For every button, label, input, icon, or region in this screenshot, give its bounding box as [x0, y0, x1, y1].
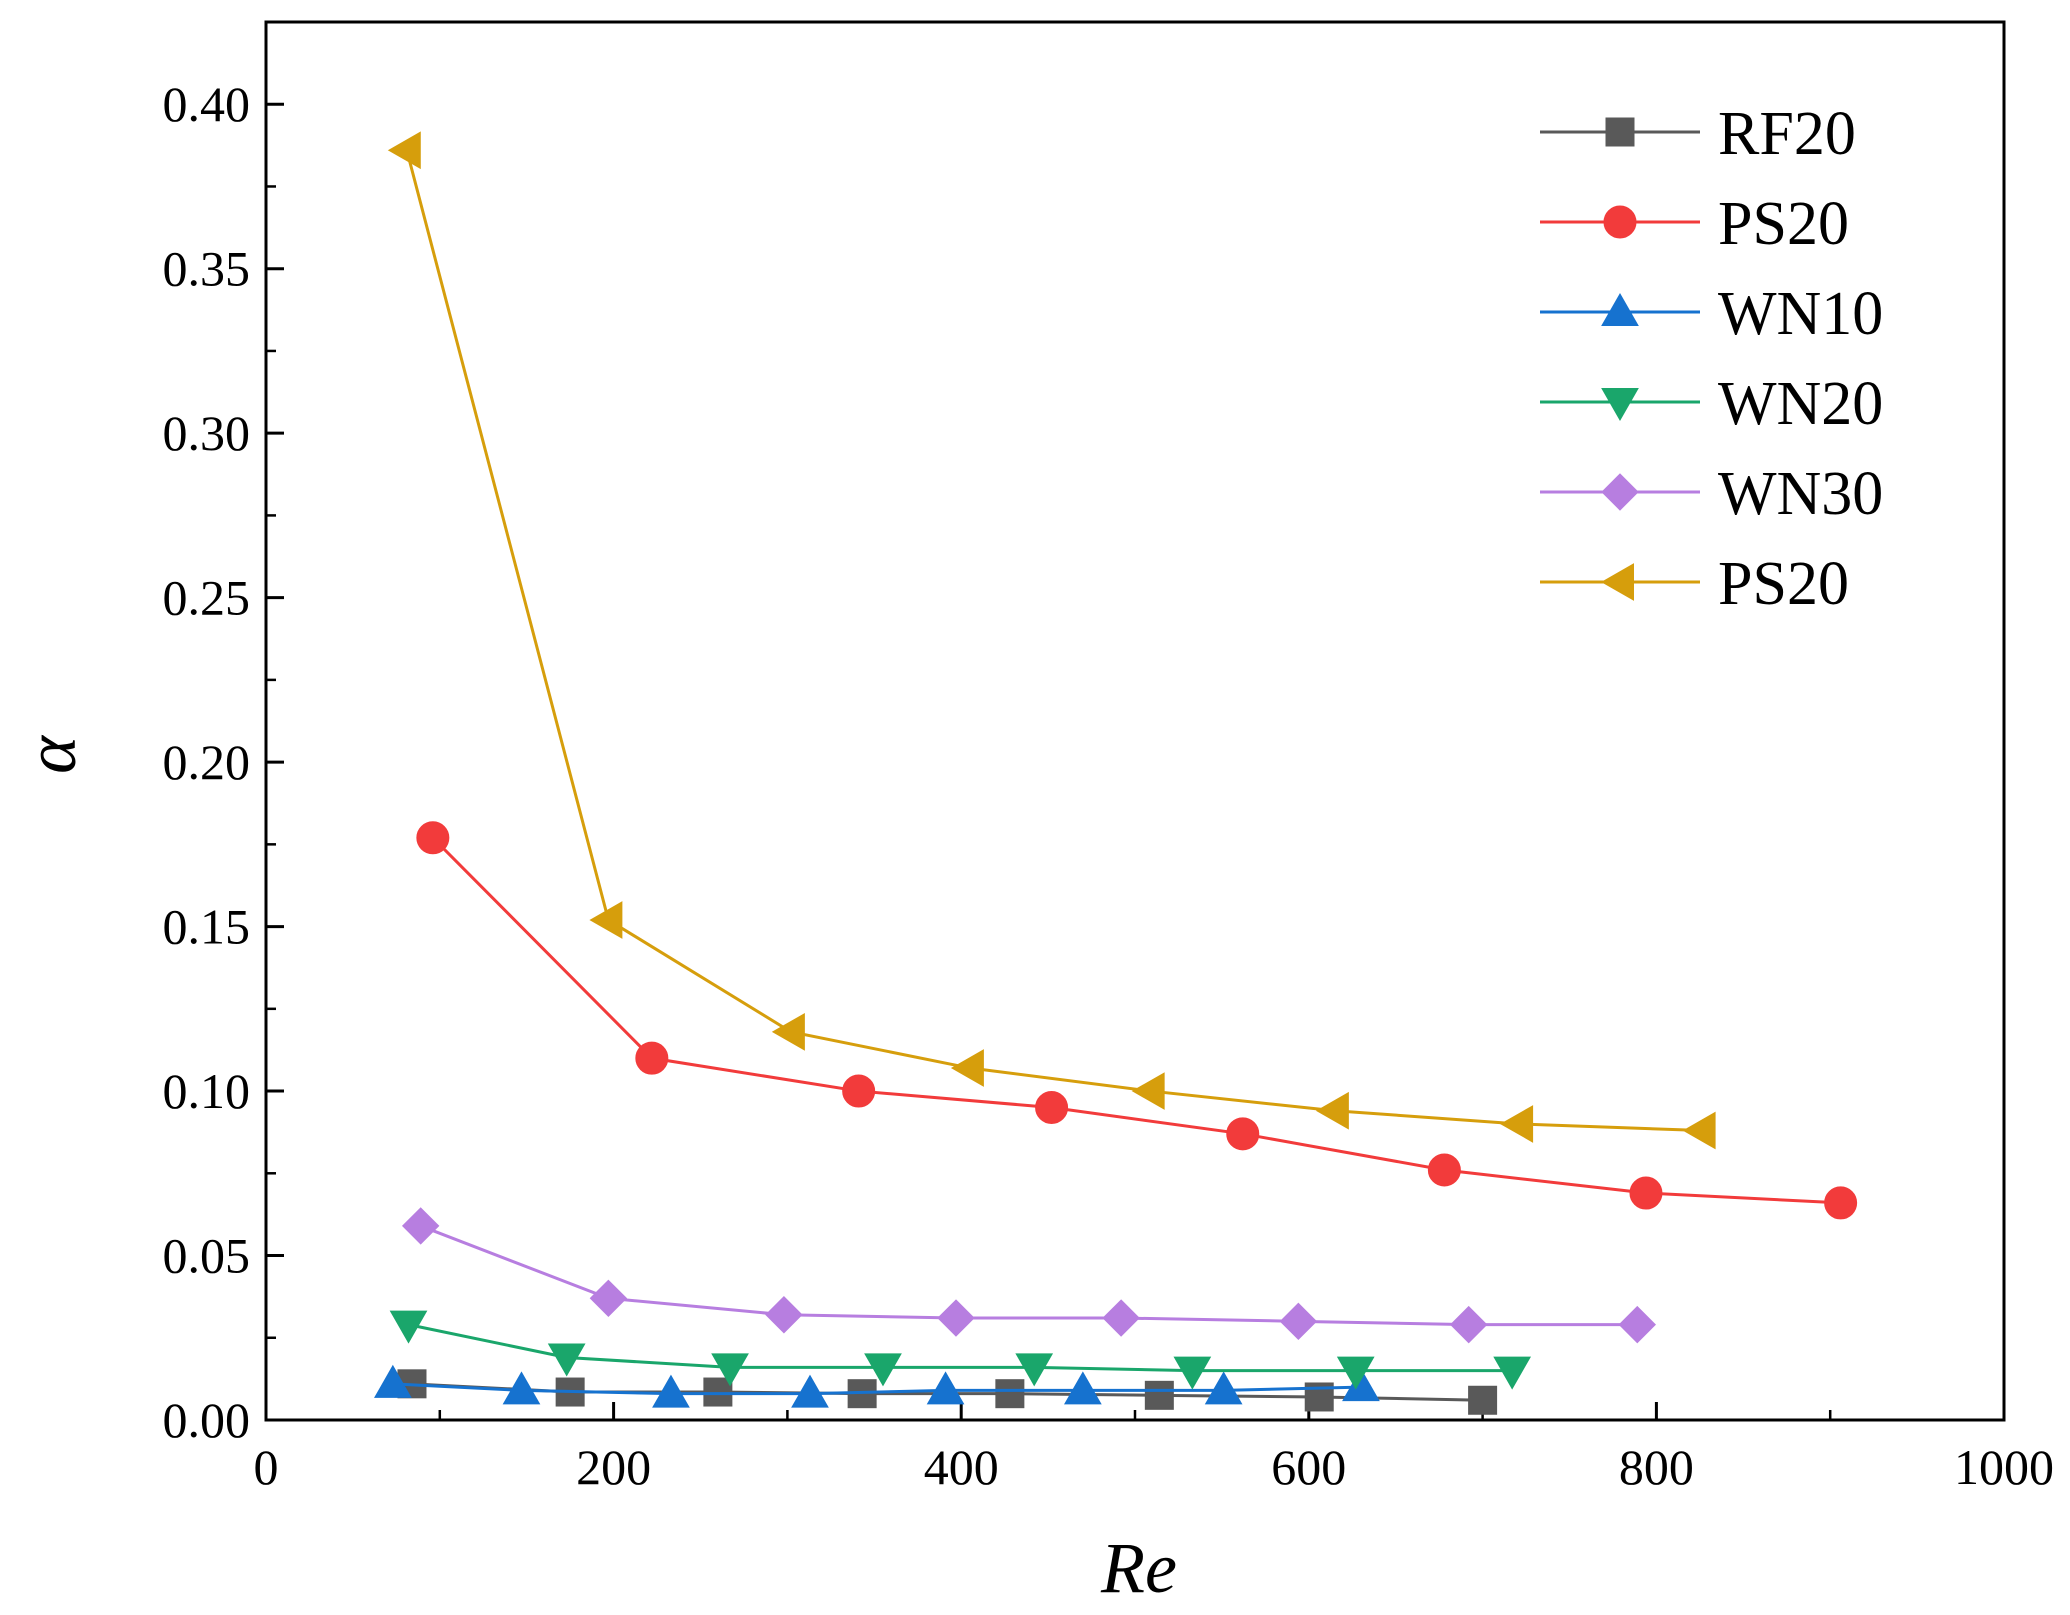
data-point	[1500, 1105, 1534, 1143]
y-tick-label: 0.10	[163, 1063, 251, 1119]
data-point	[1618, 1305, 1656, 1344]
x-tick-label: 200	[576, 1439, 651, 1495]
data-point	[547, 1343, 586, 1377]
y-axis-title: α	[11, 735, 91, 774]
data-point	[635, 1041, 669, 1075]
series-wn10-2	[374, 1364, 1380, 1408]
y-tick-label: 0.05	[163, 1228, 251, 1284]
data-point	[1629, 1176, 1663, 1210]
data-point	[589, 901, 623, 939]
data-point	[791, 1374, 829, 1408]
y-tick-label: 0.30	[163, 405, 251, 461]
legend-label: PS20	[1718, 190, 1849, 258]
y-tick-label: 0.00	[163, 1392, 251, 1448]
data-point	[416, 821, 450, 855]
data-point	[389, 1310, 428, 1344]
series-wn20-3	[389, 1310, 1532, 1390]
data-point	[950, 1049, 984, 1087]
data-point	[1144, 1380, 1174, 1410]
x-tick-label: 600	[1271, 1439, 1346, 1495]
legend-marker	[1603, 205, 1637, 239]
legend-item: RF20	[1540, 100, 1856, 168]
data-point	[765, 1296, 803, 1334]
legend-label: PS20	[1718, 550, 1849, 618]
data-point	[1204, 1371, 1243, 1405]
series-ps20-5	[387, 131, 1716, 1150]
x-tick-label: 400	[924, 1439, 999, 1495]
data-point	[1102, 1299, 1140, 1337]
y-tick-label: 0.15	[163, 899, 251, 955]
legend-marker	[1601, 473, 1639, 511]
series-line	[420, 1224, 1638, 1327]
legend-label: RF20	[1718, 100, 1856, 168]
data-point	[387, 131, 421, 170]
data-point	[1468, 1385, 1498, 1415]
data-point	[502, 1371, 541, 1405]
legend-label: WN30	[1718, 460, 1883, 528]
data-point	[926, 1371, 965, 1405]
legend-marker	[1601, 388, 1639, 422]
data-point	[1315, 1091, 1349, 1130]
legend-label: WN20	[1718, 370, 1883, 438]
series-line	[392, 1382, 1361, 1396]
data-point	[1015, 1353, 1054, 1387]
data-point	[401, 1207, 440, 1245]
legend-marker	[1601, 292, 1639, 326]
data-point	[1063, 1371, 1102, 1405]
series-wn30-4	[401, 1207, 1656, 1344]
legend: RF20 PS20 WN10 WN20 WN30 PS20	[1540, 100, 1883, 618]
x-tick-label: 800	[1619, 1439, 1694, 1495]
axes: 0 200 400 600 800 1000 0.00 0.05 0.10 0.15 0.20 0.2…	[163, 20, 2054, 1495]
data-point	[703, 1377, 733, 1407]
data-point	[1493, 1356, 1532, 1390]
legend-label: WN10	[1718, 280, 1883, 348]
legend-item: PS20	[1540, 550, 1849, 618]
data-point	[374, 1364, 412, 1398]
series-line	[405, 149, 1702, 1133]
x-tick-label: 0	[254, 1439, 279, 1495]
y-tick-label: 0.35	[163, 241, 251, 297]
data-point	[1682, 1111, 1716, 1150]
data-point	[1449, 1305, 1488, 1344]
x-tick-label: 1000	[1954, 1439, 2054, 1495]
legend-marker	[1605, 117, 1635, 147]
data-point	[652, 1374, 690, 1408]
y-tick-label: 0.40	[163, 76, 251, 132]
legend-marker	[1600, 563, 1634, 601]
series-line	[431, 836, 1841, 1205]
series-line	[408, 1323, 1513, 1373]
data-point	[995, 1379, 1025, 1409]
data-point	[842, 1074, 876, 1108]
data-point	[711, 1353, 749, 1387]
data-point	[864, 1353, 902, 1387]
data-point	[1336, 1356, 1375, 1390]
data-point	[1131, 1072, 1165, 1110]
y-tick-label: 0.20	[163, 734, 251, 790]
data-point	[937, 1299, 975, 1337]
series-ps20-1	[416, 821, 1858, 1220]
y-tick-label: 0.25	[163, 570, 251, 626]
data-point	[1279, 1302, 1318, 1341]
data-point	[589, 1279, 628, 1317]
legend-item: WN10	[1540, 280, 1883, 348]
data-point	[1226, 1117, 1260, 1151]
data-point	[1035, 1091, 1069, 1125]
legend-item: PS20	[1540, 190, 1849, 258]
data-point	[1824, 1186, 1858, 1220]
data-point	[771, 1012, 805, 1051]
data-point	[1342, 1368, 1380, 1402]
legend-item: WN30	[1540, 460, 1883, 528]
data-point	[1173, 1356, 1212, 1390]
data-point	[1427, 1153, 1461, 1187]
x-axis-title: Re	[1100, 1528, 1177, 1608]
series-group	[374, 131, 1858, 1415]
legend-item: WN20	[1540, 370, 1883, 438]
